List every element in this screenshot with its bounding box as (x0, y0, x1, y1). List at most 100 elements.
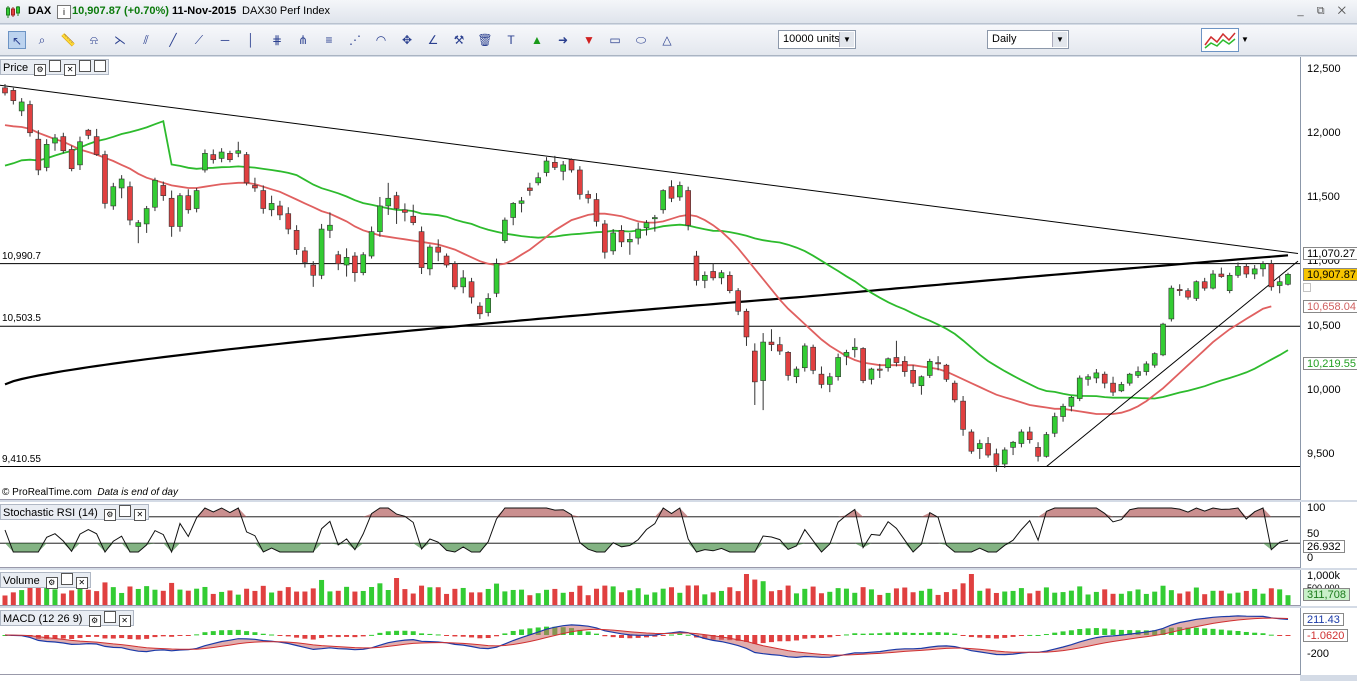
candle (793, 366, 800, 384)
macd-histogram-bar (635, 635, 641, 638)
candle-body (502, 219, 508, 241)
candle-body (1110, 382, 1116, 393)
candle-body (43, 144, 50, 168)
fibonacci-retracement-tool-icon[interactable]: ≡ (325, 33, 333, 47)
sell-arrow-tool-icon[interactable]: ▼ (583, 33, 595, 47)
arrow-move-tool-icon[interactable]: ✥ (401, 33, 413, 47)
window-controls[interactable]: _ ⧉ ✕ (1297, 5, 1351, 17)
window-icon[interactable] (103, 611, 116, 623)
candle (1076, 375, 1083, 402)
macd-panel[interactable]: MACD (12 26 9) ⚙ ✕ (0, 608, 1300, 675)
macd-histogram-bar (818, 635, 824, 638)
volume-bar (177, 589, 183, 605)
instrument-symbol: DAX (28, 5, 52, 17)
price-chart[interactable] (0, 57, 1300, 500)
alert-tool-icon[interactable]: ⍾ (90, 33, 98, 47)
triangle-tool-icon[interactable]: △ (662, 33, 672, 47)
vertical-line-tool-icon[interactable]: │ (247, 33, 255, 47)
measure-angle-tool-icon[interactable]: ∠ (427, 33, 439, 47)
macd-signal-badge: -1.0620 (1303, 629, 1349, 642)
buy-arrow-tool-icon[interactable]: ▲ (531, 33, 543, 47)
fan-tool-icon[interactable]: ⋋ (114, 33, 126, 47)
period-select[interactable]: Daily ▼ (987, 30, 1069, 49)
volume-bar (1060, 592, 1066, 605)
volume-bar (1177, 593, 1183, 605)
candle-body (335, 254, 342, 265)
wrench-icon[interactable]: ⚙ (88, 615, 101, 627)
price-axis-tick: 10,500 (1307, 319, 1341, 332)
candle-body (1168, 287, 1175, 320)
candle (985, 437, 991, 458)
volume-chart[interactable] (0, 570, 1300, 606)
date-axis[interactable] (0, 675, 1300, 681)
properties-tool-icon[interactable]: ⚒ (453, 33, 465, 47)
volume-bar (1277, 589, 1283, 605)
window-icon[interactable] (60, 573, 73, 585)
measure-tool-icon[interactable]: 📏 (60, 33, 76, 47)
chevron-down-icon[interactable]: ▼ (839, 32, 854, 47)
macd-histogram-bar (644, 635, 649, 638)
volume-bar (635, 588, 641, 605)
candle (1285, 272, 1291, 286)
zoom-tool-icon[interactable]: ⌕ (38, 33, 46, 47)
price-axis[interactable]: 12,500 12,000 11,500 11,000 10,500 10,000 9,50… (1300, 57, 1357, 500)
stochastic-rsi-chart[interactable] (0, 502, 1300, 568)
text-tool-icon[interactable]: T (507, 33, 515, 47)
price-panel[interactable]: Price ⚙ ✕ © ProRealTime.com Data is end o… (0, 57, 1300, 500)
ellipse-tool-icon[interactable]: ⬭ (635, 33, 647, 47)
parallel-channel-tool-icon[interactable]: ⋕ (271, 33, 283, 47)
channel-tool-icon[interactable]: ⫽ (143, 33, 149, 47)
candle-body (368, 231, 375, 257)
candle (1218, 267, 1225, 278)
close-icon[interactable]: ✕ (75, 577, 88, 589)
candle-body (93, 136, 100, 155)
macd-histogram-bar (1193, 627, 1199, 635)
stochastic-rsi-panel[interactable]: Stochastic RSI (14) ⚙ ✕ (0, 502, 1300, 568)
rectangle-tool-icon[interactable]: ▭ (609, 33, 621, 47)
horizontal-line-tool-icon[interactable]: ─ (220, 33, 230, 47)
minimize-icon[interactable] (94, 60, 107, 72)
fibonacci-fan-tool-icon[interactable]: ⋰ (349, 33, 361, 47)
close-icon[interactable]: ✕ (64, 64, 77, 76)
wrench-icon[interactable]: ⚙ (34, 64, 47, 76)
volume-bar (410, 593, 416, 605)
info-icon[interactable]: i (57, 5, 71, 19)
pointer-tool-icon[interactable]: ↖ (8, 31, 26, 49)
macd-histogram-bar (377, 632, 383, 635)
rsi-axis[interactable]: 100 50 0 26.932 (1300, 502, 1357, 568)
chart-type-button[interactable] (1201, 28, 1239, 52)
window-icon[interactable] (118, 505, 131, 517)
macd-histogram-bar (843, 634, 849, 636)
right-arrow-tool-icon[interactable]: ➜ (557, 33, 569, 47)
candle (502, 217, 508, 244)
candle (635, 222, 641, 245)
candle (1160, 322, 1166, 357)
window-icon[interactable] (49, 60, 62, 72)
andrews-pitchfork-tool-icon[interactable]: ⋔ (297, 33, 309, 47)
fibonacci-arc-tool-icon[interactable]: ◠ (375, 33, 387, 47)
volume-axis[interactable]: 1,000k 500,000 311,708 (1300, 570, 1357, 606)
close-icon[interactable]: ✕ (118, 615, 131, 627)
volume-panel[interactable]: Volume ⚙ ✕ (0, 570, 1300, 606)
macd-axis[interactable]: 211.43 -1.0620 -200 (1300, 608, 1357, 675)
volume-bar (1285, 595, 1291, 605)
maximize-icon[interactable] (79, 60, 92, 72)
trendline-tool-icon[interactable]: ╱ (169, 33, 177, 47)
candle (510, 202, 517, 226)
candle-body (443, 255, 450, 266)
units-select[interactable]: 10000 units ▼ (778, 30, 856, 49)
wrench-icon[interactable]: ⚙ (45, 577, 58, 589)
chart-type-dropdown[interactable]: ▼ (1241, 35, 1249, 44)
ray-tool-icon[interactable]: ⟋ (194, 33, 204, 47)
wrench-icon[interactable]: ⚙ (103, 509, 116, 521)
chevron-down-icon[interactable]: ▼ (1052, 32, 1067, 47)
close-icon[interactable]: ✕ (133, 509, 146, 521)
macd-histogram-bar (102, 635, 108, 639)
candle-body (268, 203, 275, 211)
macd-histogram-bar (1177, 627, 1183, 635)
macd-chart[interactable] (0, 608, 1300, 675)
candle-body (901, 361, 908, 372)
macd-histogram-bar (369, 634, 375, 636)
candle (1010, 440, 1016, 456)
delete-tool-icon[interactable]: 🗑 (477, 33, 493, 47)
